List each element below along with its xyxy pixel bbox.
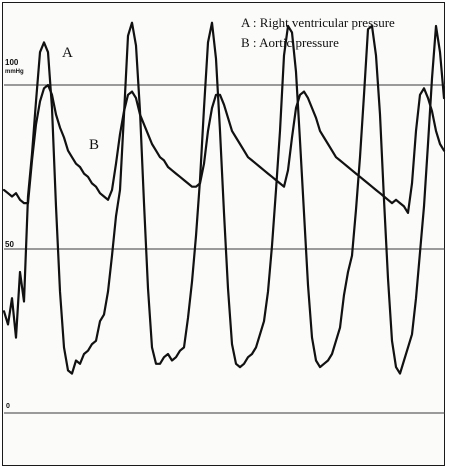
curve-label-A: A [62,45,73,61]
series-line-A [2,21,446,375]
chart-frame [2,2,445,466]
legend-entry-A: A : Right ventricular pressure [241,15,395,30]
series-line-B [2,83,446,214]
legend-entry-B: B : Aortic pressure [241,35,339,50]
y-unit-label: mmHg [5,69,24,75]
y-axis-ticks: 100 mmHg 50 0 [5,58,24,410]
plot-area [2,21,446,375]
legend: A : Right ventricular pressure B : Aortic… [241,15,395,50]
curve-label-B: B [89,137,99,153]
y-tick-label-50: 50 [5,240,14,249]
y-tick-label-0: 0 [6,403,10,410]
curve-labels: AB [62,45,99,153]
y-tick-label-100: 100 [5,58,19,67]
chart-gridlines [4,84,445,414]
